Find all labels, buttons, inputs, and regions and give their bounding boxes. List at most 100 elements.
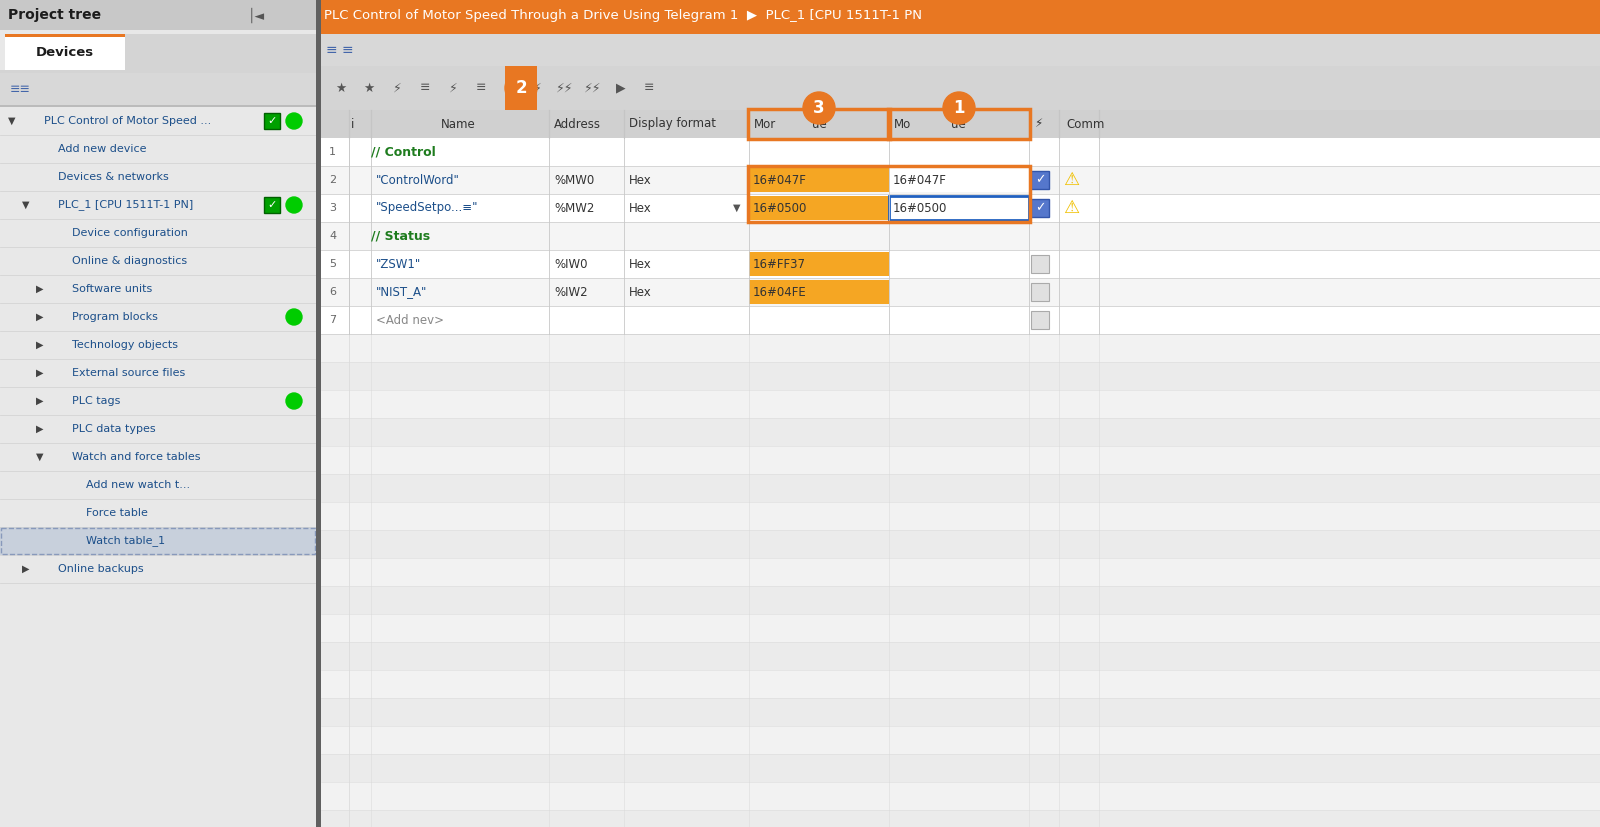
Bar: [322, 390, 1600, 418]
Text: 16#0500: 16#0500: [754, 202, 808, 214]
Text: External source files: External source files: [72, 368, 186, 378]
Bar: [322, 222, 1600, 250]
Bar: [0, 415, 317, 443]
Bar: [0, 443, 317, 471]
Bar: [749, 196, 890, 220]
Text: "ControlWord": "ControlWord": [376, 174, 459, 187]
Text: ≡: ≡: [419, 82, 430, 94]
Text: ▶: ▶: [35, 284, 43, 294]
Text: // Status: // Status: [371, 230, 430, 242]
Bar: [0, 247, 317, 275]
Bar: [322, 446, 1600, 474]
Bar: [0, 163, 317, 191]
Bar: [322, 334, 1600, 362]
Bar: [322, 474, 1600, 502]
Text: 16#FF37: 16#FF37: [754, 257, 806, 270]
Bar: [1030, 255, 1050, 273]
Bar: [322, 278, 1600, 306]
Text: ≡: ≡: [475, 82, 486, 94]
Text: ⚠: ⚠: [1062, 171, 1078, 189]
Text: ★: ★: [336, 82, 347, 94]
Text: Hex: Hex: [629, 174, 651, 187]
Text: 1: 1: [954, 99, 965, 117]
Text: Comm: Comm: [1066, 117, 1104, 131]
Text: Add new watch t...: Add new watch t...: [86, 480, 190, 490]
Text: ✓: ✓: [267, 200, 277, 210]
Text: 3: 3: [813, 99, 826, 117]
Text: PLC Control of Motor Speed Through a Drive Using Telegram 1  ▶  PLC_1 [CPU 1511T: PLC Control of Motor Speed Through a Dri…: [323, 8, 922, 22]
Text: %IW2: %IW2: [554, 285, 587, 299]
Text: Device configuration: Device configuration: [72, 228, 187, 238]
Text: ▶: ▶: [616, 82, 626, 94]
Text: ue: ue: [813, 117, 827, 131]
Text: PLC tags: PLC tags: [72, 396, 120, 406]
Bar: [749, 168, 890, 192]
Bar: [0, 359, 317, 387]
Text: ue: ue: [950, 117, 966, 131]
Text: 16#047F: 16#047F: [754, 174, 806, 187]
Text: Hex: Hex: [629, 202, 651, 214]
Circle shape: [942, 92, 974, 124]
Bar: [0, 303, 317, 331]
Text: Address: Address: [554, 117, 602, 131]
Text: PLC data types: PLC data types: [72, 424, 155, 434]
Bar: [0, 135, 317, 163]
Bar: [322, 34, 1600, 66]
Text: Hex: Hex: [629, 257, 651, 270]
Bar: [322, 418, 1600, 446]
Bar: [322, 642, 1600, 670]
Bar: [0, 275, 317, 303]
Bar: [322, 306, 1600, 334]
Bar: [322, 66, 1600, 110]
Bar: [749, 252, 890, 276]
Text: ⚡: ⚡: [533, 82, 541, 94]
Text: ≡≡: ≡≡: [10, 83, 30, 95]
Bar: [322, 166, 1600, 194]
Bar: [322, 558, 1600, 586]
Text: ✓: ✓: [1035, 174, 1045, 187]
Bar: [317, 0, 1600, 30]
Text: ▼: ▼: [22, 200, 29, 210]
Bar: [322, 754, 1600, 782]
Text: ≡: ≡: [643, 82, 654, 94]
Text: ⚡: ⚡: [504, 82, 514, 94]
Text: <Add nev>: <Add nev>: [376, 313, 445, 327]
Bar: [1030, 311, 1050, 329]
Bar: [890, 168, 1029, 192]
Text: ✓: ✓: [267, 116, 277, 126]
Text: 16#0500: 16#0500: [893, 202, 947, 214]
Text: Add new device: Add new device: [58, 144, 147, 154]
Bar: [322, 614, 1600, 642]
Text: Display format: Display format: [629, 117, 717, 131]
Text: ▶: ▶: [35, 396, 43, 406]
Bar: [1030, 171, 1050, 189]
Bar: [322, 530, 1600, 558]
Bar: [264, 197, 280, 213]
Bar: [0, 471, 317, 499]
Bar: [322, 34, 1600, 827]
Bar: [749, 280, 890, 304]
Text: ▼: ▼: [733, 203, 741, 213]
Circle shape: [286, 393, 302, 409]
Text: i: i: [350, 117, 354, 131]
Bar: [322, 250, 1600, 278]
Text: Program blocks: Program blocks: [72, 312, 158, 322]
Text: Hex: Hex: [629, 285, 651, 299]
Bar: [890, 196, 1029, 220]
Text: "SpeedSetpo...≡": "SpeedSetpo...≡": [376, 202, 478, 214]
Text: 5: 5: [330, 259, 336, 269]
Text: 7: 7: [330, 315, 336, 325]
Text: PLC Control of Motor Speed ...: PLC Control of Motor Speed ...: [45, 116, 211, 126]
Text: ▶: ▶: [22, 564, 29, 574]
Bar: [322, 110, 1600, 138]
Bar: [322, 726, 1600, 754]
Bar: [322, 502, 1600, 530]
Bar: [0, 70, 317, 73]
Bar: [1030, 283, 1050, 301]
Bar: [0, 331, 317, 359]
Bar: [264, 113, 280, 129]
Text: %MW2: %MW2: [554, 202, 594, 214]
Text: 3: 3: [330, 203, 336, 213]
Text: 2: 2: [330, 175, 336, 185]
Bar: [5, 34, 125, 37]
